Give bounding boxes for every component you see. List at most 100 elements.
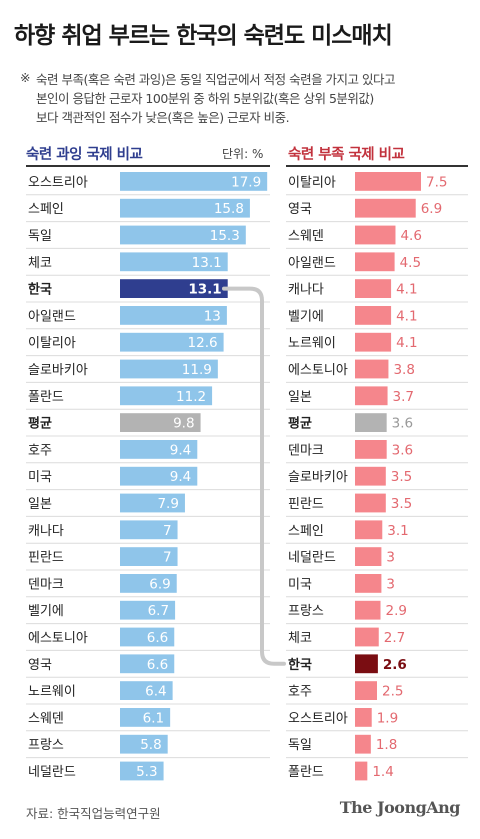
left-bar [120,386,213,406]
right-value-label: 3.1 [387,523,408,539]
right-value-label: 3.6 [392,442,413,458]
left-category-label: 아일랜드 [28,309,76,324]
right-bar [355,386,388,406]
right-value-label: 3 [386,550,395,566]
right-category-label: 슬로바키아 [288,470,348,485]
right-value-label: 1.9 [377,710,398,726]
right-bar [355,654,378,674]
right-category-label: 스페인 [288,524,324,539]
left-category-label: 이탈리아 [28,336,76,351]
right-bar [355,172,421,191]
right-bar [355,493,386,513]
right-value-label: 4.6 [400,228,421,244]
right-category-label: 에스토니아 [288,363,348,378]
left-bar [120,413,201,432]
source-note: 자료: 한국직업능력연구원 [26,806,161,821]
left-value-label: 13.1 [188,282,221,298]
left-bar [120,359,218,379]
left-bar [120,225,246,245]
right-value-label: 2.6 [383,657,407,673]
left-value-label: 17.9 [231,174,261,190]
left-bar [120,172,268,191]
left-value-label: 9.8 [173,416,194,432]
left-bar [120,332,224,352]
right-value-label: 3.7 [393,389,414,405]
chart-note: 숙련 부족(혹은 숙련 과잉)은 동일 직업군에서 적정 숙련을 가지고 있다고… [36,70,476,127]
right-category-label: 이탈리아 [288,175,336,190]
highlight-connector [222,286,286,666]
right-bar [355,761,368,781]
left-value-label: 6.4 [145,684,166,700]
left-header-rule [26,165,270,167]
note-line-1: 숙련 부족(혹은 숙련 과잉)은 동일 직업군에서 적정 숙련을 가지고 있다고 [36,72,396,87]
left-bar [120,252,228,272]
brand-logo: The JoongAng [339,798,461,817]
right-category-label: 영국 [288,202,312,217]
left-category-label: 오스트리아 [28,175,88,190]
left-bar [120,708,171,727]
right-bar [355,708,372,727]
left-category-label: 호주 [28,443,52,458]
right-value-label: 3.5 [391,469,412,485]
right-value-label: 2.5 [382,684,403,700]
right-header-rule [286,165,468,167]
note-line-2: 본인이 응답한 근로자 100분위 중 하위 5분위값(혹은 상위 5분위값) [36,91,374,106]
right-category-label: 네덜란드 [288,551,336,566]
left-value-label: 6.1 [143,710,164,726]
right-bar [355,332,392,352]
right-value-label: 3.6 [392,416,413,432]
right-value-label: 3 [386,576,395,592]
left-bar [120,574,177,593]
right-value-label: 2.9 [386,603,407,619]
left-value-label: 7 [163,523,172,539]
right-category-label: 오스트리아 [288,711,348,726]
left-value-label: 15.8 [214,201,244,217]
right-value-label: 4.1 [396,335,417,351]
right-category-label: 덴마크 [288,443,324,458]
left-bar [120,493,185,513]
right-category-label: 일본 [288,390,312,405]
right-category-label: 핀란드 [288,497,324,512]
right-category-label: 한국 [288,657,312,673]
left-bar [120,279,228,298]
left-bar [120,466,198,486]
left-bar [120,198,250,218]
note-mark: ※ [20,70,31,85]
right-chart-title: 숙련 부족 국제 비교 [288,147,405,163]
left-category-label: 노르웨이 [28,685,76,700]
right-bar [355,306,392,325]
right-category-label: 벨기에 [288,309,324,324]
left-bar [120,520,178,540]
right-bar [355,359,389,379]
left-bar [120,600,176,620]
right-category-label: 노르웨이 [288,336,336,351]
right-category-label: 호주 [288,685,312,700]
left-bar [120,627,175,647]
right-category-label: 평균 [288,416,312,432]
right-bar [355,466,386,486]
right-bar [355,600,381,620]
right-value-label: 7.5 [426,174,447,190]
left-value-label: 7 [163,550,172,566]
left-category-label: 스페인 [28,202,64,217]
left-category-label: 덴마크 [28,577,64,592]
right-value-label: 2.7 [384,630,405,646]
left-category-label: 캐나다 [28,524,64,539]
right-bar [355,574,382,593]
unit-label: 단위: % [222,147,264,161]
left-value-label: 9.4 [170,469,191,485]
right-bar [355,413,387,432]
right-category-label: 프랑스 [288,604,324,619]
right-bar [355,279,392,298]
left-category-label: 슬로바키아 [28,363,88,378]
page-title: 하향 취업 부르는 한국의 숙련도 미스매치 [14,23,393,49]
left-bar [120,734,168,754]
left-value-label: 5.3 [136,764,157,780]
right-category-label: 아일랜드 [288,256,336,271]
left-value-label: 13 [204,308,221,324]
left-value-label: 6.6 [147,630,168,646]
left-category-label: 폴란드 [28,390,64,405]
left-category-label: 스웨덴 [28,711,64,726]
right-category-label: 체코 [288,631,312,646]
right-bar [355,627,379,647]
